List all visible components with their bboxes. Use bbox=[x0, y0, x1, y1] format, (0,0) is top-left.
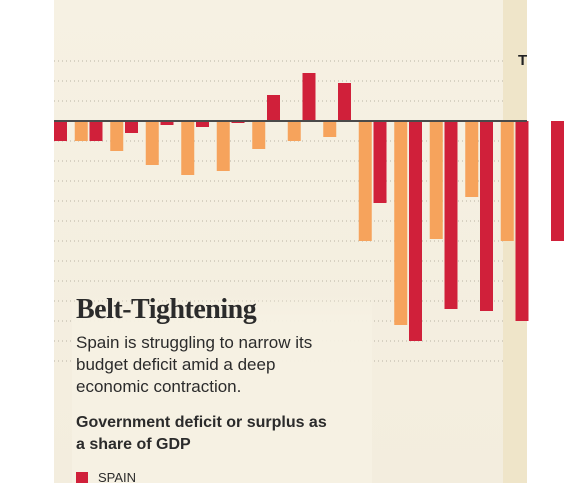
bar-comparison bbox=[394, 121, 408, 325]
chart-description: Government deficit or surplus as a share… bbox=[76, 414, 327, 453]
bar-comparison bbox=[252, 121, 266, 149]
bar-spain bbox=[267, 95, 280, 121]
bar-comparison bbox=[216, 121, 230, 171]
bar-spain bbox=[125, 121, 138, 133]
bar-comparison bbox=[287, 121, 301, 141]
bar-spain bbox=[551, 121, 564, 241]
bar-spain bbox=[515, 121, 529, 321]
bar-spain bbox=[444, 121, 458, 309]
bar-comparison bbox=[429, 121, 443, 239]
legend-label-spain: SPAIN bbox=[98, 470, 137, 483]
legend-backdrop bbox=[72, 294, 372, 483]
bar-spain bbox=[302, 73, 316, 121]
inset-label: T bbox=[518, 52, 528, 69]
bar-comparison bbox=[500, 121, 514, 241]
bar-spain bbox=[196, 121, 209, 127]
bar-spain bbox=[409, 121, 422, 341]
bar-spain bbox=[338, 83, 351, 121]
bar-spain bbox=[89, 121, 103, 141]
legend-item-spain: SPAIN bbox=[76, 470, 136, 483]
bar-comparison bbox=[181, 121, 195, 175]
bar-spain bbox=[373, 121, 387, 203]
bar-spain bbox=[54, 121, 67, 141]
bar-comparison bbox=[358, 121, 372, 241]
bar-comparison bbox=[323, 121, 337, 137]
chart-subtitle: Spain is struggling to narrow its budget… bbox=[76, 333, 313, 396]
bar-comparison bbox=[74, 121, 88, 141]
legend-swatch-spain bbox=[76, 472, 88, 483]
chart-title: Belt-Tightening bbox=[76, 294, 257, 325]
bar-spain bbox=[160, 121, 174, 125]
bar-comparison bbox=[110, 121, 124, 151]
bar-comparison bbox=[145, 121, 159, 165]
bar-spain bbox=[480, 121, 493, 311]
bar-comparison bbox=[465, 121, 479, 197]
